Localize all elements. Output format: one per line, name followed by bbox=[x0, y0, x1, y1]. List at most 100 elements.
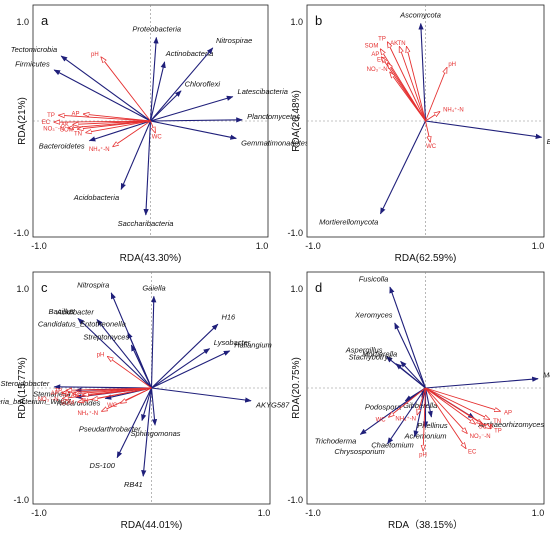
env-label-wc: WC bbox=[376, 417, 387, 423]
taxon-arrow-bacillus bbox=[77, 317, 152, 389]
taxon-arrow-h16 bbox=[151, 323, 219, 389]
taxon-arrow-actinobacteria bbox=[149, 61, 166, 122]
env-label-ec: EC bbox=[468, 450, 477, 456]
taxon-label-firmicutes: Firmicutes bbox=[15, 60, 50, 69]
taxon-label-acremonium: Acremonium bbox=[403, 431, 446, 440]
env-arrow-ak bbox=[399, 47, 426, 122]
env-label-ap: AP bbox=[504, 410, 512, 416]
env-label-ap: AP bbox=[371, 52, 379, 58]
taxon-label-saccharibacteria: Saccharibacteria bbox=[118, 219, 174, 228]
env-arrow-nh-n bbox=[425, 112, 440, 122]
panel-c: c -1.0 1.0 1.0 -1.0 RDA(44.01%) RDA(15.77%) Nit… bbox=[0, 271, 290, 531]
x-tick-label: -1.0 bbox=[31, 508, 47, 518]
taxon-arrow-stachybotrys bbox=[395, 363, 426, 389]
taxon-label-latescibacteria: Latescibacteria bbox=[238, 87, 288, 96]
panel-b: b -1.0 1.0 1.0 -1.0 RDA(62.59%) RDA(26.48%) Asc… bbox=[287, 4, 550, 264]
env-label-ak: AK bbox=[61, 123, 69, 129]
panel-letter: d bbox=[315, 280, 322, 295]
env-label-ap: AP bbox=[51, 391, 59, 397]
taxon-arrow-phellinus bbox=[424, 387, 433, 418]
taxon-label-actinobacteria: Actinobacteria bbox=[165, 49, 214, 58]
taxon-arrow-bacteroidetes bbox=[88, 120, 151, 142]
taxon-arrow-xeromyces bbox=[394, 322, 426, 389]
env-arrow-ph bbox=[108, 357, 152, 389]
env-arrow-ak bbox=[73, 120, 151, 124]
env-arrow-tn bbox=[86, 120, 151, 133]
taxon-label-acidibacter: Acidibacter bbox=[56, 308, 95, 317]
taxon-arrow-fusicolla bbox=[389, 286, 427, 389]
taxon-label-nitrospira: Nitrospira bbox=[77, 280, 109, 289]
env-label-ph: pH bbox=[91, 52, 99, 58]
y-tick-label: -1.0 bbox=[13, 495, 29, 505]
env-arrow-tp bbox=[388, 42, 426, 122]
env-label-tn: TN bbox=[74, 131, 82, 137]
taxon-arrow-firmicutes bbox=[53, 69, 151, 122]
taxon-arrow-haliangium bbox=[151, 350, 231, 389]
y-tick-label: 1.0 bbox=[16, 284, 29, 294]
env-label-tp: TP bbox=[494, 429, 502, 435]
taxon-arrow-chloroflexi bbox=[150, 90, 182, 122]
taxon-arrow-acidobacteria bbox=[120, 120, 152, 191]
taxon-arrow-chrysosporium bbox=[387, 387, 426, 445]
x-tick-label: 1.0 bbox=[258, 508, 271, 518]
env-arrow-tp bbox=[59, 115, 151, 122]
env-arrow-nh-n bbox=[113, 120, 151, 147]
panel-d: d -1.0 1.0 1.0 -1.0 RDA（38.15%） RDA(20.75%) Fus… bbox=[287, 271, 550, 531]
taxon-arrow-acidibacter bbox=[96, 319, 152, 389]
env-label-no-n: NO₃⁻-N bbox=[470, 434, 491, 440]
env-label-ec: EC bbox=[42, 120, 51, 126]
y-tick-label: 1.0 bbox=[16, 17, 29, 27]
env-arrow-wc bbox=[389, 387, 426, 417]
env-label-nh-n: NH₄⁺-N bbox=[77, 410, 98, 417]
taxon-label-bacteroidetes: Bacteroidetes bbox=[39, 141, 85, 150]
taxon-arrow-saccharibacteria bbox=[143, 120, 152, 216]
taxon-arrow-mortierellomycota bbox=[379, 120, 426, 215]
env-label-tp: TP bbox=[47, 113, 55, 119]
taxon-arrow-pseudarthrobacter bbox=[141, 387, 153, 422]
taxon-arrow-lysobacter bbox=[151, 348, 211, 389]
taxon-label-mortierella: Mortierella bbox=[362, 350, 397, 359]
env-arrow-ap bbox=[425, 387, 501, 411]
env-arrow-ec bbox=[54, 121, 151, 122]
env-label-wc: WC bbox=[152, 134, 163, 140]
taxon-label-acidobacteria-bacterium-wx27: Acidobacteria_bacterium_WX27 bbox=[0, 397, 72, 406]
taxon-arrow-basidiomycota bbox=[425, 120, 543, 140]
env-arrow-ph bbox=[423, 387, 425, 451]
taxon-arrow-metarhizium bbox=[425, 376, 539, 389]
panel-letter: b bbox=[315, 13, 322, 28]
env-label-som: SOM bbox=[60, 401, 74, 407]
env-arrow-som bbox=[78, 120, 151, 129]
env-arrow-nh-n bbox=[417, 387, 426, 415]
env-label-tp: TP bbox=[378, 37, 386, 43]
y-tick-label: -1.0 bbox=[13, 228, 29, 238]
x-axis-title: RDA(43.30%) bbox=[120, 253, 182, 264]
panel-letter: a bbox=[41, 13, 49, 28]
env-arrow-tn bbox=[407, 47, 426, 122]
taxon-arrow-steroidobacter bbox=[53, 384, 152, 390]
env-label-ak: AK bbox=[71, 393, 79, 399]
taxon-label-fusicolla: Fusicolla bbox=[359, 274, 389, 283]
env-label-som: SOM bbox=[365, 44, 379, 50]
taxon-arrow-ascomycota bbox=[418, 22, 427, 122]
taxon-arrow-ds-100 bbox=[116, 387, 152, 459]
taxon-label-ascomycota: Ascomycota bbox=[399, 11, 441, 20]
env-label-tn: TN bbox=[493, 419, 501, 425]
taxon-label-bacillus: Bacillus bbox=[49, 307, 75, 316]
y-axis-title: RDA(15.77%) bbox=[17, 357, 28, 419]
taxon-label-gaiella: Gaiella bbox=[142, 283, 165, 292]
taxon-label-metarhizium: Metarhizium bbox=[543, 370, 550, 379]
x-axis-title: RDA(62.59%) bbox=[395, 253, 457, 264]
taxon-label-xeromyces: Xeromyces bbox=[354, 311, 393, 320]
x-tick-label: -1.0 bbox=[31, 241, 47, 251]
taxon-arrow-akyg587 bbox=[151, 387, 252, 403]
taxon-arrow-proteobacteria bbox=[149, 36, 159, 122]
taxon-arrow-tectomicrobia bbox=[60, 55, 151, 122]
env-label-ec: EC bbox=[377, 58, 386, 64]
taxon-label-podospora: Podospora bbox=[365, 402, 401, 411]
taxon-label-trichoderma: Trichoderma bbox=[315, 436, 357, 445]
taxon-label-rb41: RB41 bbox=[124, 480, 143, 489]
taxon-arrow-gemmatimonadetes bbox=[150, 120, 237, 140]
env-arrow-tp bbox=[425, 387, 491, 429]
x-tick-label: -1.0 bbox=[305, 508, 321, 518]
